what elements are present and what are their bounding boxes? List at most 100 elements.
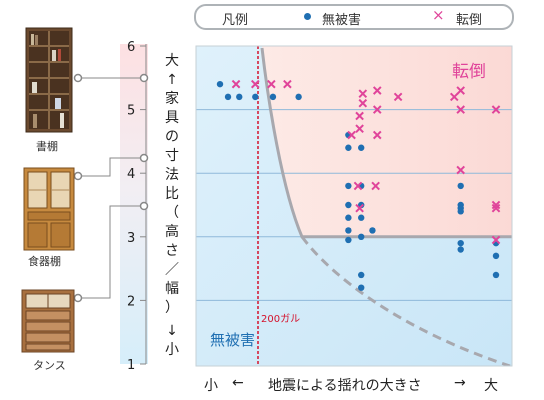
no-damage-point [269,93,277,101]
bookshelf-illustration [25,27,73,133]
threshold-label: 200ガル [261,313,300,325]
cupboard-connector [76,157,146,177]
no-damage-point [236,93,243,101]
y-tick-label: 2 [127,294,135,309]
no-damage-point [345,182,352,190]
toppled-point [283,79,292,89]
x-axis-title: 地震による揺れの大きさ [268,378,422,394]
no-damage-point [369,227,376,234]
x-axis-right-label: 大 [484,378,498,394]
toppled-point [449,92,459,102]
legend-toppled-marker: × [432,6,445,24]
cupboard-connector-dot-right [139,153,149,163]
y-axis-text-char: 法 [165,167,179,183]
x-axis-right-arrow: → [454,375,466,391]
y-axis-text-char: 家 [165,91,179,107]
toppled-point [371,181,380,191]
y-axis-text-char: 比 [165,186,179,202]
no-damage-point [457,239,464,247]
y-axis-text-char: 寸 [165,148,179,164]
toppled-point [355,111,364,121]
y-tick-label: 3 [127,231,135,246]
y-axis-title: 大 ↑ 家具の寸法比 （ 高さ ／ 幅 ） ↓ 小 [160,52,184,360]
no-damage-point [457,208,464,215]
y-axis-text-char: の [165,129,179,145]
plot-frame [195,45,513,367]
x-axis-left-label: 小 [204,378,218,394]
cupboard-illustration [23,167,75,251]
toppled-point [456,86,466,95]
toppled-point [355,124,364,133]
toppled-point [456,105,466,114]
legend: 凡例 無被害 × 転倒 [194,4,514,30]
bookshelf-label: 書棚 [36,140,58,153]
no-damage-point [252,93,259,101]
drawers-connector-dot [73,293,83,303]
no-damage-point [345,144,352,151]
toppled-point [358,89,368,99]
no-damage-point [358,284,365,291]
y-axis-text: 家具の寸法比 （ 高さ ／ 幅 ） [160,90,184,318]
toppled-point [358,98,368,108]
legend-no-damage-marker [304,13,311,20]
y-axis-top-label: 大 [165,53,179,69]
no-damage-point [358,144,365,151]
bookshelf-connector-dot [73,73,83,83]
y-axis-text-char: ） [165,300,179,316]
y-axis-text-char: さ [165,243,179,259]
cupboard-connector-dot [73,171,83,181]
no-damage-point [492,252,500,260]
no-damage-point [345,214,352,221]
no-damage-point [457,246,464,253]
toppled-point [393,92,403,102]
toppled-point [372,130,382,140]
y-axis-down-arrow: ↓ [166,323,178,339]
toppled-point [353,181,363,191]
boundary-curve-dashed [300,235,511,366]
toppled-region [262,46,512,237]
y-axis-up-arrow: ↑ [166,72,178,88]
toppled-point [491,203,501,213]
bookshelf-connector-dot-right [139,73,149,83]
y-axis-text-char: （ [165,205,179,221]
no-damage-point [492,271,500,279]
x-axis-left-arrow: ← [232,375,244,391]
toppled-point [267,79,276,89]
no-damage-point [345,227,352,234]
no-damage-point [358,214,365,221]
toppled-point [491,200,501,210]
y-tick-label: 1 [127,358,135,373]
drawers-connector [76,205,146,299]
y-tick-label: 5 [127,104,135,119]
drawers-illustration [21,289,75,353]
cupboard-label: 食器棚 [28,255,61,268]
y-axis-text-char: ／ [165,262,179,278]
no-damage-point [295,93,302,101]
no-damage-point [457,182,464,190]
no-damage-point [224,93,232,101]
toppled-point [372,86,382,95]
boundary-curve [260,47,512,239]
region-label-no-damage: 無被害 [210,331,255,349]
drawers-connector-dot-right [139,201,149,211]
toppled-point [491,105,501,114]
toppled-point [355,203,364,213]
no-damage-point [216,80,224,88]
no-damage-point [345,201,352,209]
toppled-point [250,79,260,89]
legend-no-damage-label: 無被害 [322,13,362,28]
no-damage-point [345,236,352,244]
y-tick-label: 4 [127,167,135,182]
y-tick-label: 6 [127,40,135,55]
toppled-point [491,235,501,245]
toppled-point [231,79,241,89]
no-damage-point [358,201,365,209]
no-damage-point [358,271,365,279]
y-axis-text-char: 幅 [165,281,179,297]
legend-toppled-label: 転倒 [456,13,483,28]
y-axis-text-char: 高 [165,224,179,240]
toppled-point [347,130,356,140]
region-label-toppled: 転倒 [452,62,486,82]
y-axis-text-char: 具 [165,110,179,126]
